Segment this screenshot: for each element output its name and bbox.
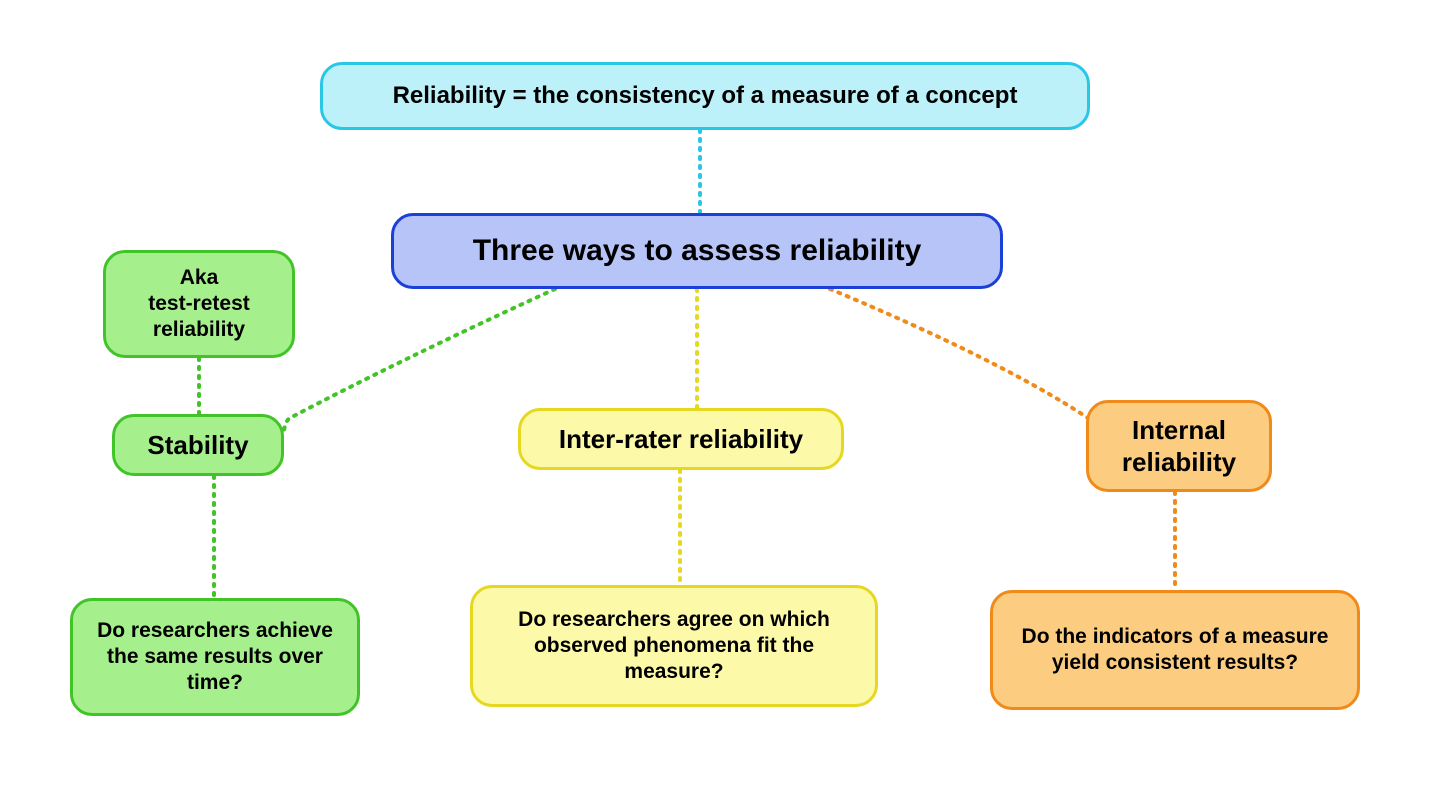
node-inter-rater-label: Inter-rater reliability xyxy=(559,423,803,456)
edge-center-stability xyxy=(284,289,555,430)
node-center: Three ways to assess reliability xyxy=(391,213,1003,289)
edge-center-internal xyxy=(830,289,1094,430)
node-definition: Reliability = the consistency of a measu… xyxy=(320,62,1090,130)
node-internal: Internal reliability xyxy=(1086,400,1272,492)
node-internal-desc-label: Do the indicators of a measure yield con… xyxy=(1013,624,1337,677)
node-stability: Stability xyxy=(112,414,284,476)
node-aka-label: Aka test-retest reliability xyxy=(148,265,250,344)
node-internal-description: Do the indicators of a measure yield con… xyxy=(990,590,1360,710)
node-stability-desc-label: Do researchers achieve the same results … xyxy=(93,618,337,697)
node-stability-label: Stability xyxy=(147,429,248,462)
node-aka-test-retest: Aka test-retest reliability xyxy=(103,250,295,358)
node-internal-label: Internal reliability xyxy=(1109,414,1249,479)
node-center-label: Three ways to assess reliability xyxy=(473,232,922,270)
node-stability-description: Do researchers achieve the same results … xyxy=(70,598,360,716)
node-inter-rater-description: Do researchers agree on which observed p… xyxy=(470,585,878,707)
node-definition-label: Reliability = the consistency of a measu… xyxy=(393,81,1018,111)
node-inter-rater-desc-label: Do researchers agree on which observed p… xyxy=(493,607,855,686)
node-inter-rater: Inter-rater reliability xyxy=(518,408,844,470)
